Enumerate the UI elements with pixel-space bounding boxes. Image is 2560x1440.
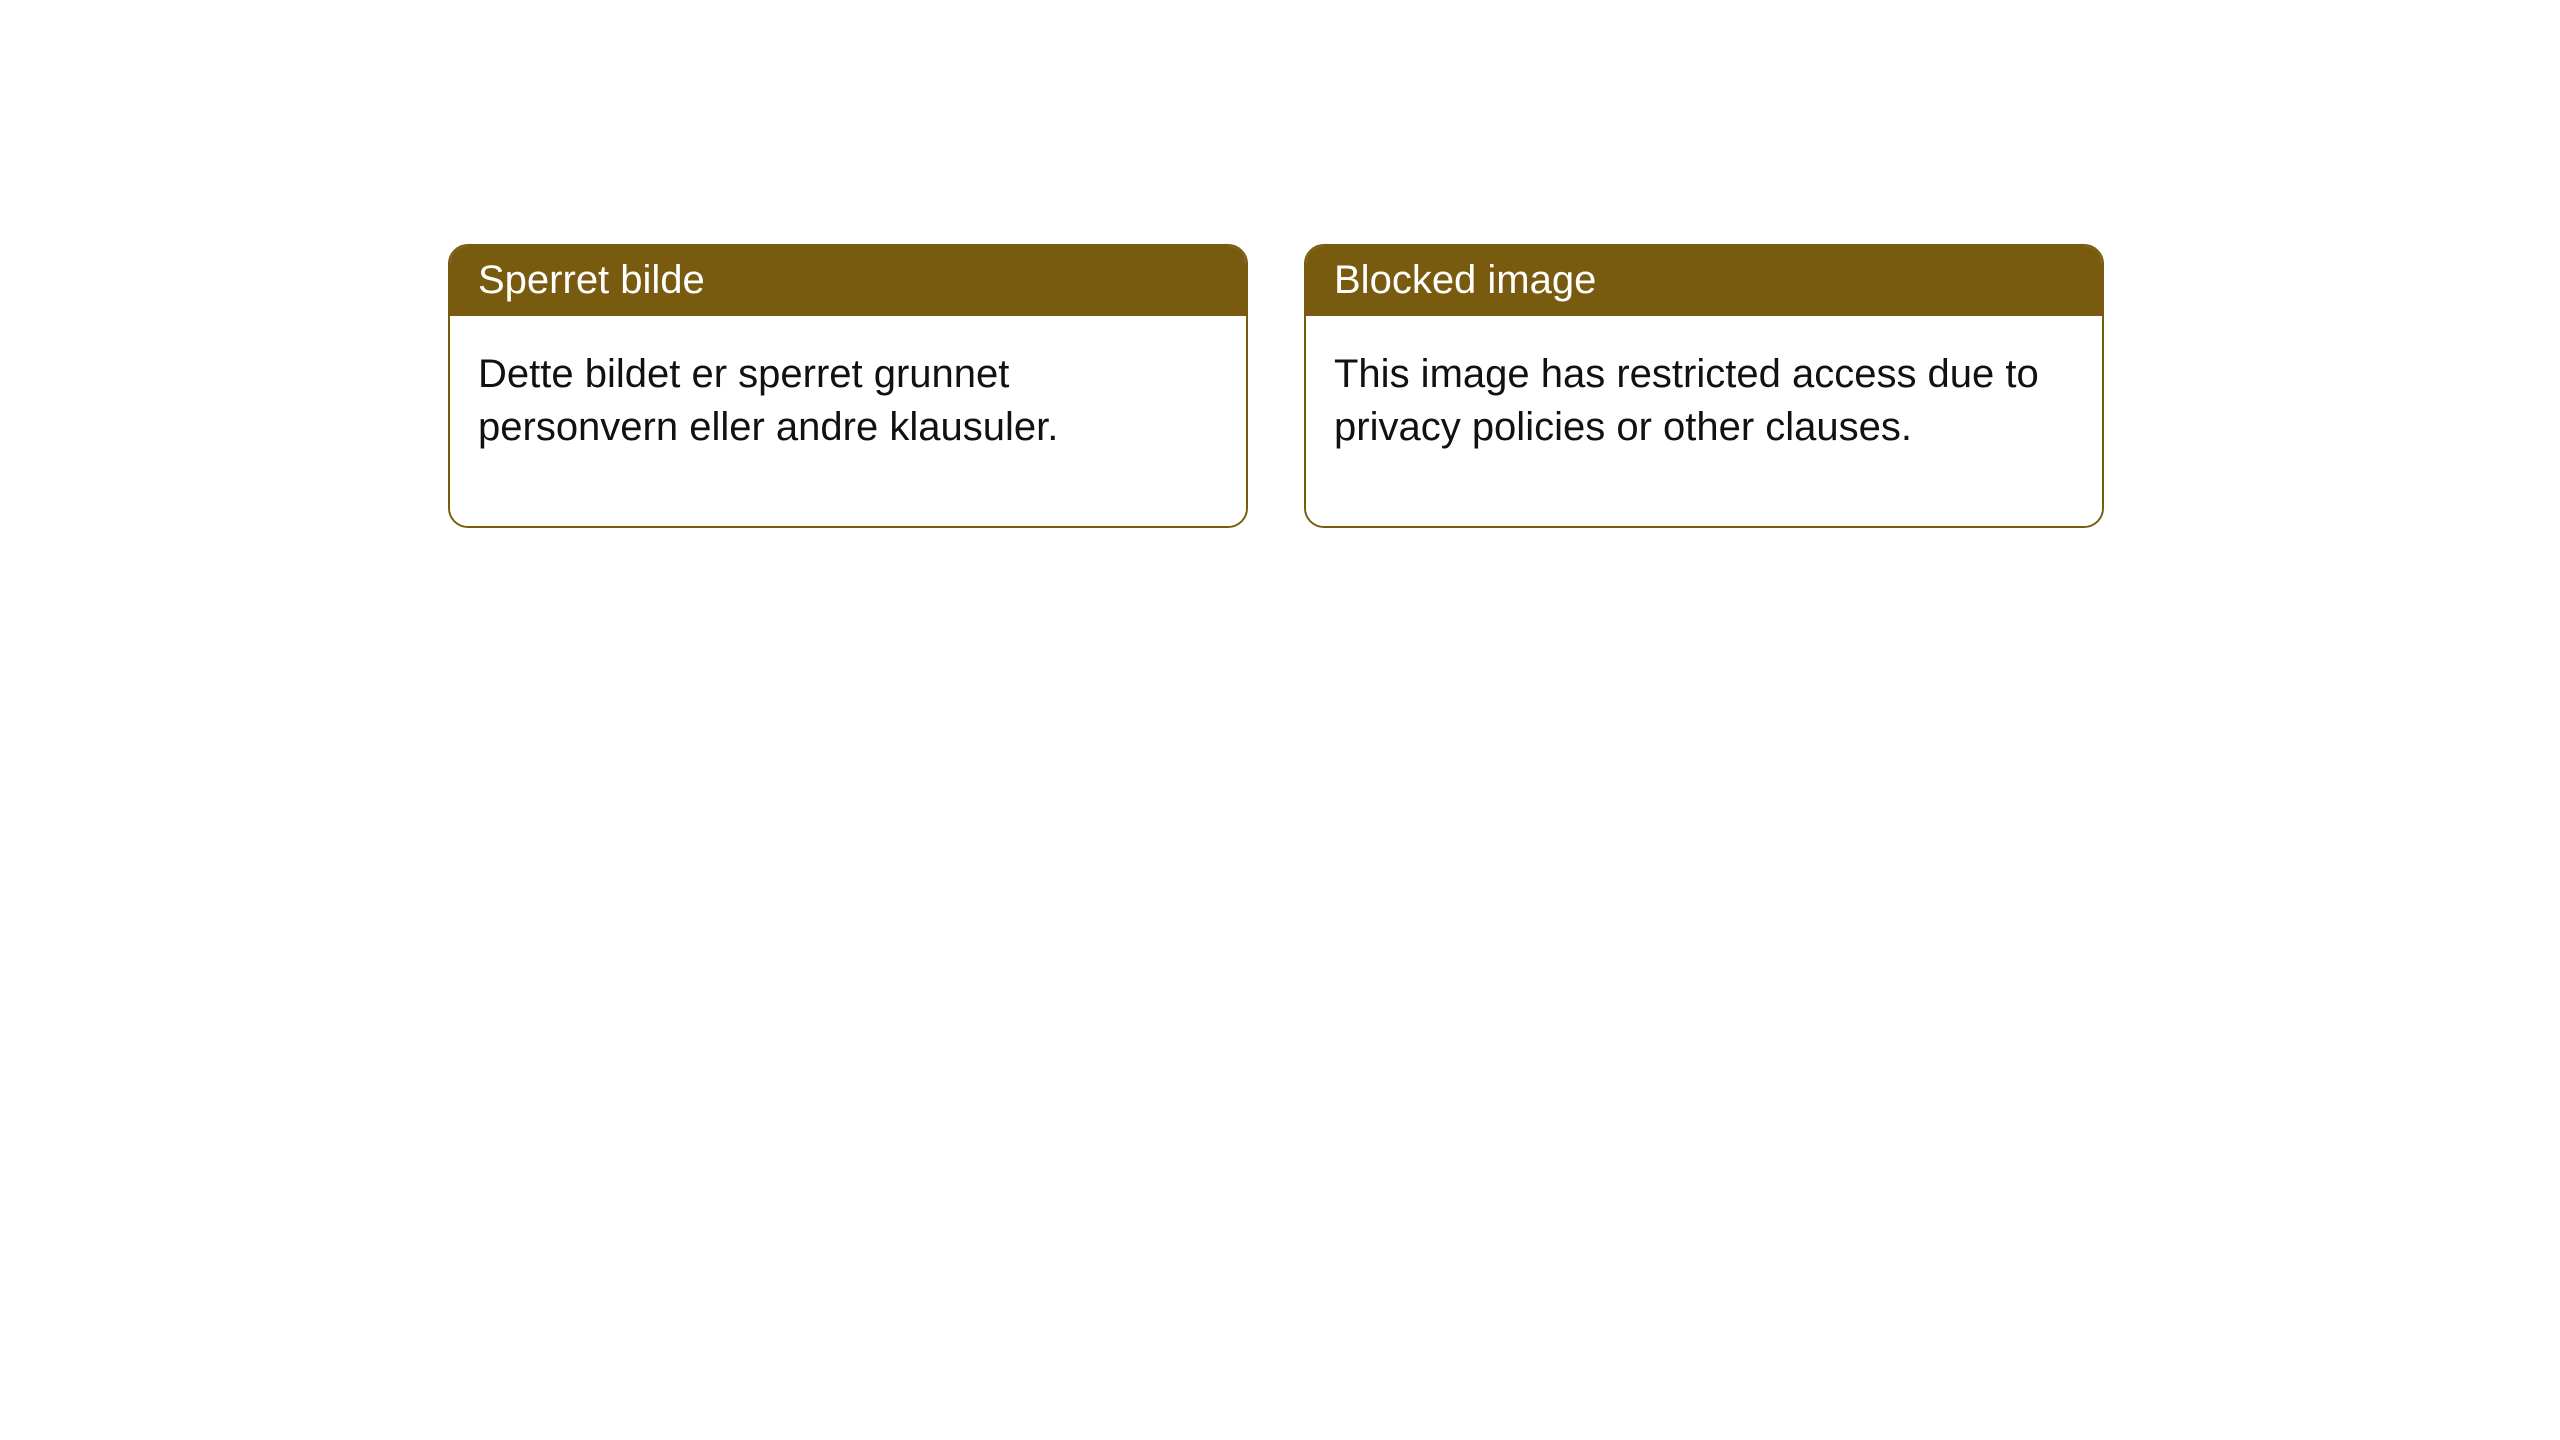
notice-card-norwegian: Sperret bilde Dette bildet er sperret gr… bbox=[448, 244, 1248, 528]
notice-card-body: This image has restricted access due to … bbox=[1306, 316, 2102, 526]
notice-card-title: Sperret bilde bbox=[450, 246, 1246, 316]
notice-card-english: Blocked image This image has restricted … bbox=[1304, 244, 2104, 528]
notice-card-title: Blocked image bbox=[1306, 246, 2102, 316]
notice-card-body: Dette bildet er sperret grunnet personve… bbox=[450, 316, 1246, 526]
notice-cards-row: Sperret bilde Dette bildet er sperret gr… bbox=[0, 0, 2560, 528]
